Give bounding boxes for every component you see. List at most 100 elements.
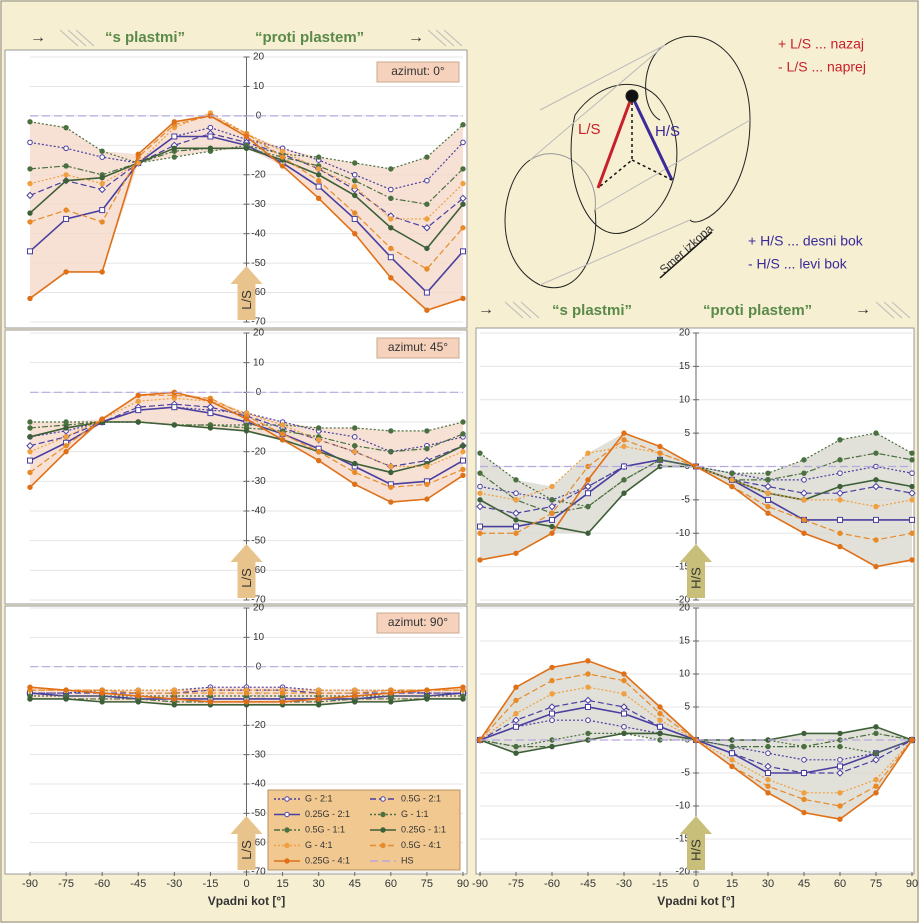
marker (730, 484, 734, 488)
legend-marker (285, 828, 289, 832)
marker (389, 470, 393, 474)
y-tick-label: -10 (676, 528, 691, 539)
marker (64, 444, 68, 448)
x-tick-label: 90 (457, 878, 469, 890)
marker (100, 155, 105, 160)
marker (874, 478, 878, 482)
marker (766, 784, 770, 788)
marker (64, 208, 68, 212)
marker (514, 698, 518, 702)
marker (802, 731, 806, 735)
marker (838, 764, 843, 769)
y-tick-label: -10 (676, 801, 691, 812)
marker (550, 531, 554, 535)
marker (316, 697, 320, 701)
marker (280, 432, 284, 436)
marker (622, 725, 627, 730)
arrow: → (855, 301, 871, 318)
marker (425, 497, 429, 501)
marker (28, 140, 33, 145)
marker (208, 411, 213, 416)
marker (353, 178, 357, 182)
marker (550, 524, 554, 528)
marker (802, 797, 806, 801)
marker (874, 504, 878, 508)
marker (280, 155, 284, 159)
marker (64, 435, 68, 439)
marker (353, 426, 357, 430)
marker (658, 718, 662, 722)
marker (64, 164, 68, 168)
annotation: azimut: 0° (391, 64, 445, 78)
x-tick-label: -45 (130, 878, 146, 890)
marker (658, 705, 662, 709)
marker (514, 724, 519, 729)
marker (64, 688, 68, 692)
marker (316, 196, 320, 200)
marker (353, 461, 357, 465)
x-tick-label: -30 (616, 878, 632, 890)
marker (550, 744, 554, 748)
point (626, 90, 638, 102)
marker (172, 691, 176, 695)
marker (802, 458, 806, 462)
legend-note: - H/S ... levi bok (748, 256, 848, 272)
legend-marker (285, 812, 289, 816)
marker (461, 123, 465, 127)
marker (425, 697, 429, 701)
marker (461, 167, 465, 171)
marker (802, 471, 806, 475)
marker (658, 711, 662, 715)
marker (28, 458, 33, 463)
arrow: → (408, 29, 424, 46)
marker (389, 187, 394, 192)
annotation: azimut: 90° (388, 615, 448, 629)
marker (280, 149, 284, 153)
x-tick-label: -30 (166, 878, 182, 890)
x-axis-label: Vpadni kot [°] (657, 894, 734, 908)
y-tick-label: -40 (251, 228, 266, 239)
marker (874, 431, 878, 435)
arrow-label: L/S (239, 290, 254, 310)
legend-label: 0.25G - 1:1 (401, 824, 446, 834)
y-tick-label: -5 (681, 495, 690, 506)
marker (838, 804, 842, 808)
marker (316, 155, 320, 159)
y-tick-label: 20 (253, 328, 265, 339)
marker (425, 267, 429, 271)
marker (802, 810, 806, 814)
marker (389, 449, 393, 453)
header: “proti plastem” (255, 29, 364, 46)
y-tick-label: 10 (679, 394, 691, 405)
header: “s plastmi” (552, 302, 632, 319)
marker (514, 524, 519, 529)
marker (730, 744, 734, 748)
marker (461, 296, 465, 300)
marker (316, 173, 320, 177)
marker (622, 692, 626, 696)
marker (353, 184, 357, 188)
marker (838, 531, 842, 535)
marker (658, 444, 662, 448)
header: “s plastmi” (105, 29, 185, 46)
legend-marker (381, 797, 385, 801)
x-tick-label: -60 (94, 878, 110, 890)
marker (28, 211, 32, 215)
marker (586, 731, 590, 735)
marker (910, 517, 915, 522)
marker (622, 444, 626, 448)
marker (461, 458, 466, 463)
marker (389, 217, 393, 221)
marker (874, 751, 878, 755)
marker (424, 290, 429, 295)
marker (766, 478, 770, 482)
marker (802, 498, 806, 502)
x-tick-label: 0 (243, 878, 249, 890)
marker (353, 449, 357, 453)
marker (64, 697, 68, 701)
y-tick-label: 10 (679, 669, 691, 680)
marker (28, 220, 32, 224)
marker (425, 202, 429, 206)
marker (461, 181, 465, 185)
marker (766, 511, 770, 515)
